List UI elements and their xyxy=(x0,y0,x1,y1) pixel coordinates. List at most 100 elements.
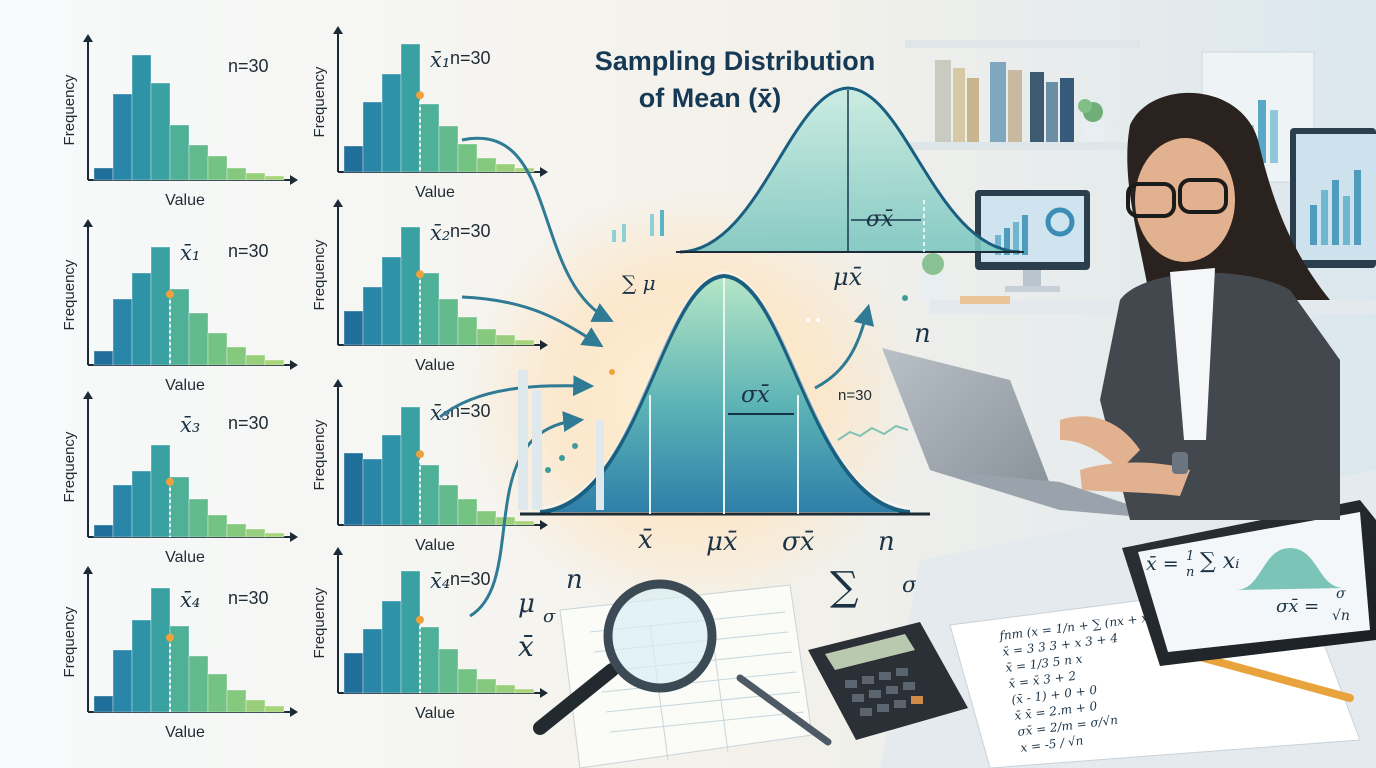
histogram-left-1: n=30 Value Frequency xyxy=(61,34,298,209)
main-curve-line xyxy=(539,273,911,514)
histogram-mean-dot xyxy=(416,615,424,624)
histogram-mean-dot xyxy=(166,290,174,299)
histogram-n-label: n=30 xyxy=(228,413,269,433)
histogram-n-label: n=30 xyxy=(450,221,491,241)
histogram-bar xyxy=(400,43,421,173)
histogram-x-arrowhead xyxy=(540,340,548,350)
histogram-bar xyxy=(264,175,285,181)
main-sampling-curve: σx̄ x̄ μx̄ σx̄ n n=30 xyxy=(518,210,945,557)
histogram-bar xyxy=(400,406,421,526)
histogram-bar xyxy=(476,157,497,173)
histogram-y-label: Frequency xyxy=(311,66,328,137)
histogram-bar xyxy=(495,334,516,346)
histogram-bar xyxy=(495,684,516,694)
histogram-bar xyxy=(457,668,478,694)
histogram-bar xyxy=(457,143,478,173)
histogram-bar xyxy=(362,458,383,526)
floating-sum-mu: ∑ μ xyxy=(622,271,656,295)
histogram-y-label: Frequency xyxy=(61,259,78,330)
histogram-bar xyxy=(207,155,228,181)
histogram-x-arrowhead xyxy=(290,175,298,185)
histogram-bar xyxy=(438,125,459,173)
histogram-mean-dot xyxy=(416,450,424,459)
tablet-sigma-num: σ xyxy=(1336,586,1346,602)
tablet-curve xyxy=(1236,548,1344,590)
histogram-bar xyxy=(112,298,133,366)
histogram-bar xyxy=(112,93,133,181)
histogram-bar xyxy=(419,103,440,173)
histogram-bar xyxy=(245,172,266,181)
histogram-left-4: x̄₄ n=30 Value Frequency xyxy=(61,566,298,741)
histogram-bar xyxy=(400,226,421,346)
top-curve-fill xyxy=(680,88,1020,252)
histogram-bar xyxy=(476,510,497,526)
mini-line-chart xyxy=(837,424,909,441)
arrow-to-top-curve xyxy=(814,303,875,390)
histogram-mean-dot xyxy=(416,91,424,100)
histogram-bar xyxy=(150,587,171,713)
shelf-lower xyxy=(905,142,1145,150)
histogram-bar xyxy=(150,82,171,181)
glasses-left-lens xyxy=(1126,182,1176,218)
top-sampling-curve: σx̄ μx̄ xyxy=(676,86,1024,291)
histogram-bar xyxy=(476,678,497,694)
histogram-right-3: x̄₃ n=30 Value Frequency xyxy=(311,379,548,554)
histogram-bar xyxy=(381,434,402,526)
title-line-2: of Mean (x̄) xyxy=(639,83,782,113)
histogram-x-arrowhead xyxy=(290,532,298,542)
floating-xbar-left: x̄ xyxy=(518,630,534,663)
histogram-n-label: n=30 xyxy=(228,56,269,76)
histogram-y-label: Frequency xyxy=(311,419,328,490)
histogram-bar xyxy=(112,484,133,538)
histogram-bar xyxy=(343,145,364,173)
histogram-bar xyxy=(207,332,228,366)
tablet-sigma-den: √n xyxy=(1332,608,1350,624)
arrow-4 xyxy=(469,411,585,618)
hand-right xyxy=(1080,462,1190,496)
plant xyxy=(1078,99,1104,142)
floating-n-laptop: n xyxy=(914,319,931,349)
histogram-bar xyxy=(169,124,190,181)
histogram-bar xyxy=(131,619,152,713)
main-curve-n30-label: n=30 xyxy=(838,387,872,404)
shirt xyxy=(1170,268,1215,440)
histogram-bar xyxy=(188,655,209,713)
histogram-bar xyxy=(343,652,364,694)
histogram-bar xyxy=(419,626,440,694)
histogram-x-arrowhead xyxy=(540,167,548,177)
face xyxy=(1135,138,1235,262)
histogram-x-label: Value xyxy=(165,377,205,394)
histogram-x-label: Value xyxy=(415,184,455,201)
histogram-bar xyxy=(264,705,285,713)
main-curve-highlight xyxy=(539,271,911,509)
histogram-bar xyxy=(381,73,402,173)
arrow-2 xyxy=(461,295,604,348)
histogram-bar xyxy=(438,484,459,526)
histogram-bar xyxy=(150,246,171,366)
histogram-y-arrowhead xyxy=(333,547,343,555)
histogram-bar xyxy=(226,523,247,538)
hand-left xyxy=(1060,416,1140,470)
histogram-bar xyxy=(514,688,535,694)
histogram-mean-dot xyxy=(166,633,174,642)
histogram-y-label: Frequency xyxy=(61,606,78,677)
calculator xyxy=(808,622,968,740)
histogram-y-arrowhead xyxy=(333,379,343,387)
histogram-bar xyxy=(419,272,440,346)
histogram-x-arrowhead xyxy=(540,688,548,698)
histogram-bar xyxy=(131,470,152,538)
histogram-bar xyxy=(93,167,114,181)
histogram-mean-dot xyxy=(416,270,424,279)
magnifier-handle xyxy=(533,663,619,735)
histogram-bar xyxy=(381,256,402,346)
histogram-left-2: x̄₁ n=30 Value Frequency xyxy=(61,219,298,394)
histogram-y-label: Frequency xyxy=(311,587,328,658)
desk-pot xyxy=(920,272,946,300)
pen xyxy=(736,674,832,746)
histogram-bar xyxy=(264,532,285,538)
histogram-bar xyxy=(362,628,383,694)
histogram-bar xyxy=(93,695,114,713)
histogram-bar xyxy=(457,316,478,346)
histogram-y-arrowhead xyxy=(83,566,93,574)
